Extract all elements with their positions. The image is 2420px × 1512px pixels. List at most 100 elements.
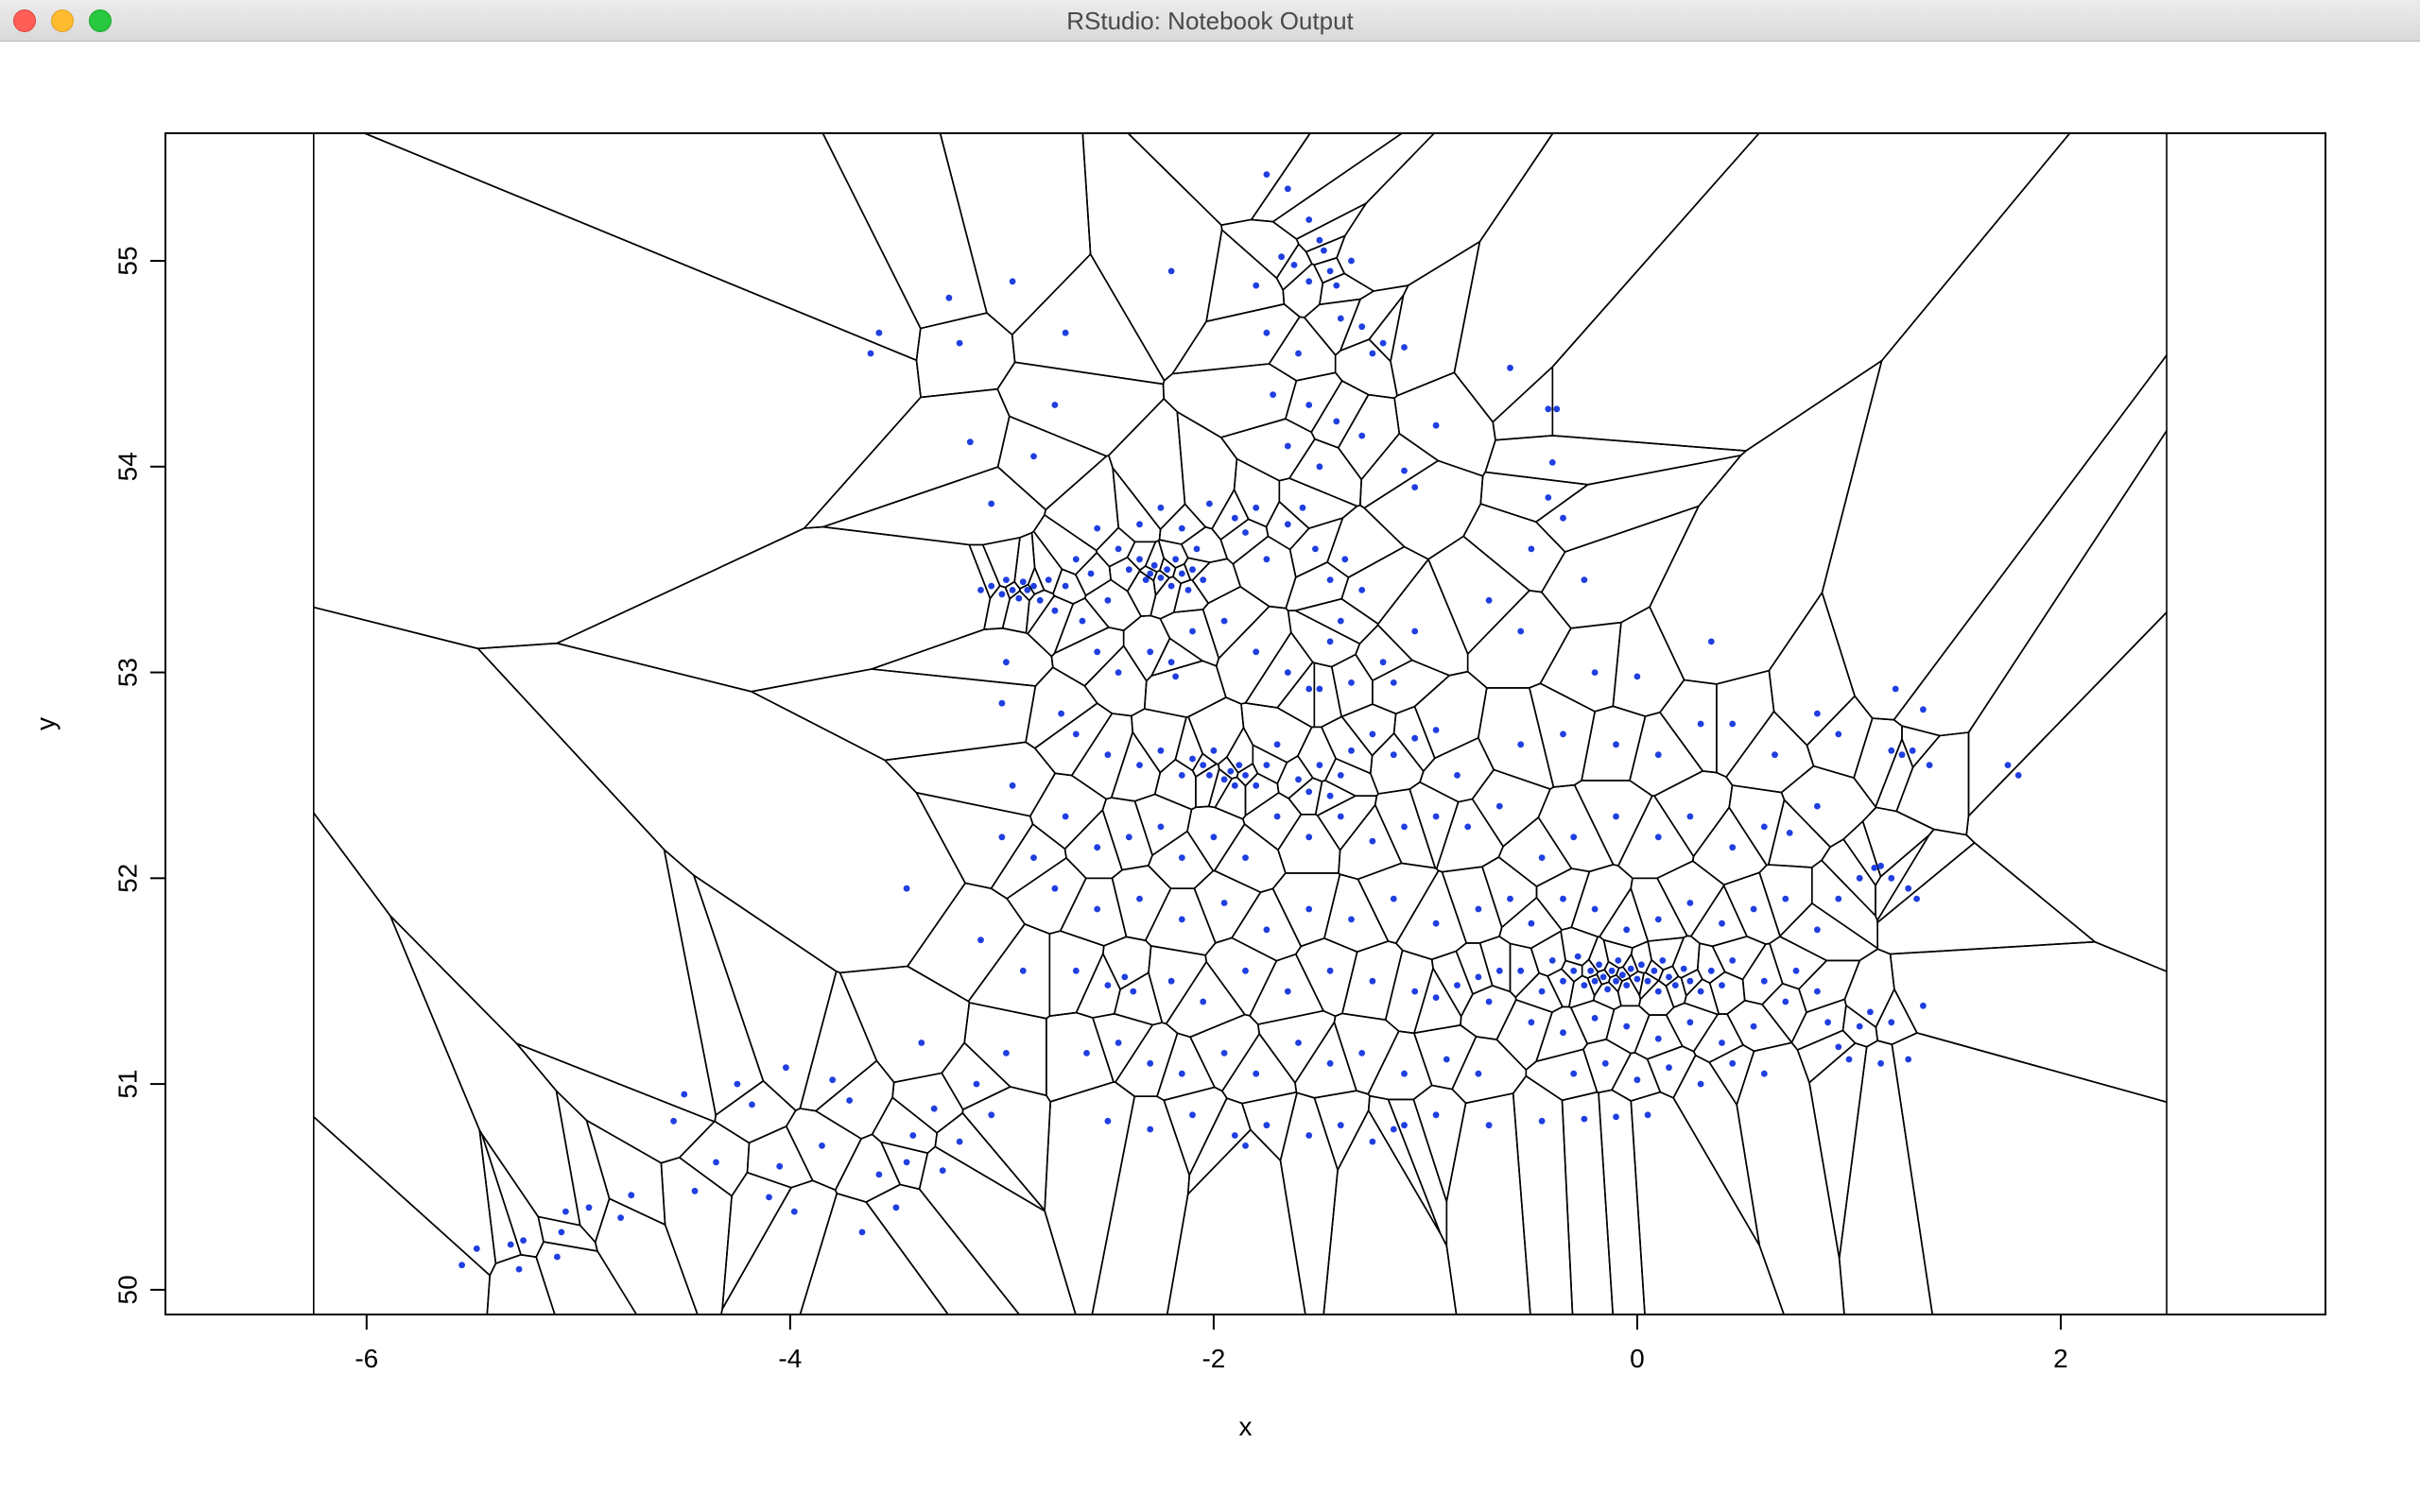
- data-point: [1729, 1059, 1737, 1067]
- data-point: [1888, 874, 1895, 882]
- data-point: [1814, 802, 1821, 810]
- data-points: [458, 171, 2022, 1273]
- voronoi-cell: [1205, 229, 1286, 323]
- voronoi-cell: [1257, 1009, 1337, 1084]
- voronoi-cell: [1451, 1036, 1528, 1105]
- data-point: [1003, 1050, 1010, 1057]
- data-point: [1432, 813, 1440, 820]
- data-point: [1719, 1040, 1725, 1046]
- data-point: [1697, 988, 1704, 995]
- voronoi-cell: [1492, 366, 1554, 441]
- data-point: [1686, 1019, 1694, 1026]
- voronoi-cell: [1671, 935, 1701, 979]
- data-point: [1814, 926, 1821, 934]
- voronoi-cell: [1071, 713, 1133, 800]
- data-point: [1253, 504, 1260, 511]
- data-point: [766, 1194, 772, 1201]
- voronoi-cell: [1127, 132, 1311, 226]
- data-point: [783, 1064, 789, 1072]
- close-window-button[interactable]: [13, 9, 36, 32]
- data-point: [1164, 566, 1170, 574]
- data-point: [1618, 971, 1626, 979]
- voronoi-cell: [1033, 702, 1114, 777]
- voronoi-cell: [555, 1090, 611, 1244]
- window-titlebar: RStudio: Notebook Output: [0, 0, 2420, 42]
- voronoi-cell: [1656, 860, 1725, 937]
- voronoi-cell: [1187, 696, 1245, 765]
- data-point: [1867, 1008, 1874, 1016]
- data-point: [1390, 1125, 1397, 1133]
- data-point: [1284, 988, 1291, 995]
- voronoi-cell: [884, 741, 1056, 817]
- window-title: RStudio: Notebook Output: [1066, 7, 1354, 35]
- data-point: [1654, 833, 1662, 841]
- voronoi-cell: [1250, 132, 1403, 223]
- data-point: [1782, 895, 1789, 902]
- data-point: [1560, 977, 1566, 985]
- data-point: [1369, 837, 1376, 845]
- data-point: [1591, 669, 1599, 676]
- voronoi-cell: [1893, 354, 2168, 737]
- data-point: [1654, 1035, 1662, 1042]
- voronoi-cell: [915, 791, 1034, 890]
- data-point: [1104, 751, 1112, 759]
- voronoi-cell: [1143, 660, 1227, 718]
- x-tick-label: -2: [1201, 1344, 1225, 1373]
- data-point: [1121, 973, 1129, 981]
- voronoi-cell: [1769, 936, 1828, 990]
- data-point: [1475, 1070, 1482, 1077]
- voronoi-cell: [1337, 393, 1401, 481]
- data-point: [1390, 679, 1397, 686]
- data-point: [1432, 1111, 1440, 1119]
- data-point: [681, 1091, 688, 1098]
- data-point: [1432, 919, 1440, 927]
- data-point: [1104, 596, 1112, 604]
- data-point: [1220, 776, 1228, 783]
- voronoi-cell: [1025, 666, 1098, 749]
- data-point: [1432, 994, 1440, 1001]
- voronoi-cell: [1158, 503, 1207, 545]
- data-point: [1167, 582, 1175, 590]
- voronoi-cell: [907, 882, 1026, 1003]
- voronoi-cell: [1323, 873, 1390, 954]
- voronoi-cell: [1319, 272, 1374, 306]
- data-point: [1253, 782, 1260, 789]
- voronoi-cell: [1176, 410, 1238, 530]
- data-point: [1613, 813, 1619, 820]
- voronoi-cell: [1195, 763, 1220, 809]
- data-point: [1707, 638, 1715, 645]
- voronoi-cell: [1355, 624, 1413, 682]
- voronoi-cell: [968, 543, 1001, 600]
- voronoi-cell: [1213, 823, 1287, 894]
- voronoi-cell: [1324, 757, 1379, 798]
- voronoi-cell: [1359, 432, 1440, 509]
- data-point: [1036, 596, 1044, 604]
- data-point: [1290, 262, 1298, 268]
- data-point: [1623, 982, 1631, 988]
- voronoi-cell: [1220, 218, 1300, 280]
- data-point: [998, 591, 1006, 598]
- voronoi-cell: [1333, 1012, 1400, 1095]
- voronoi-cell: [815, 1059, 895, 1140]
- data-point: [1136, 895, 1143, 902]
- y-tick-label: 51: [113, 1070, 143, 1099]
- voronoi-cell: [1006, 857, 1087, 935]
- voronoi-cell: [1726, 999, 1793, 1053]
- data-point: [1369, 350, 1376, 357]
- maximize-window-button[interactable]: [89, 9, 112, 32]
- data-point: [1454, 772, 1461, 779]
- voronoi-cell: [1166, 1128, 1306, 1315]
- data-point: [1147, 1059, 1154, 1067]
- voronoi-cell: [961, 1086, 1051, 1211]
- data-point: [1115, 545, 1122, 553]
- voronoi-cell: [1413, 670, 1488, 760]
- voronoi-cell: [1672, 1054, 1761, 1246]
- data-point: [1003, 659, 1010, 666]
- minimize-window-button[interactable]: [51, 9, 74, 32]
- data-point: [1659, 957, 1667, 964]
- voronoi-cell: [1201, 585, 1270, 660]
- data-point: [1358, 323, 1366, 331]
- data-point: [1686, 977, 1694, 985]
- voronoi-cell: [1808, 1042, 1868, 1260]
- data-point: [628, 1192, 635, 1199]
